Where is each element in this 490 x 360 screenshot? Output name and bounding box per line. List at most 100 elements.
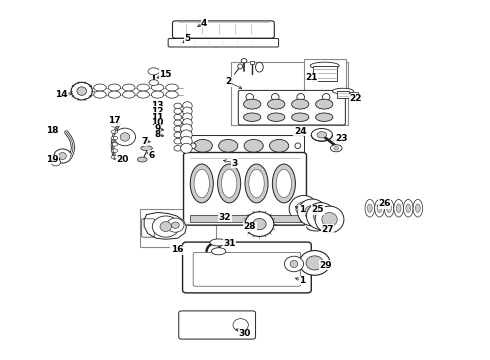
Ellipse shape — [298, 199, 327, 226]
Ellipse shape — [166, 91, 178, 98]
Ellipse shape — [111, 123, 118, 127]
Text: 14: 14 — [55, 90, 68, 99]
Ellipse shape — [79, 91, 92, 98]
Text: 2: 2 — [225, 77, 231, 86]
Ellipse shape — [315, 206, 344, 233]
Text: 4: 4 — [201, 18, 207, 27]
Ellipse shape — [79, 84, 92, 91]
Ellipse shape — [183, 102, 192, 110]
Ellipse shape — [306, 256, 323, 270]
Text: 8: 8 — [154, 130, 161, 139]
Text: 27: 27 — [321, 225, 334, 234]
Ellipse shape — [77, 87, 87, 95]
Text: 13: 13 — [151, 102, 164, 111]
Ellipse shape — [375, 199, 384, 217]
Bar — [304, 59, 346, 91]
Ellipse shape — [190, 143, 196, 149]
Ellipse shape — [396, 204, 401, 212]
Ellipse shape — [306, 203, 335, 229]
Ellipse shape — [246, 94, 254, 101]
Ellipse shape — [137, 84, 149, 91]
Ellipse shape — [151, 84, 164, 91]
Ellipse shape — [270, 139, 289, 152]
Ellipse shape — [181, 124, 192, 134]
Ellipse shape — [238, 64, 243, 69]
Ellipse shape — [272, 164, 295, 203]
Bar — [140, 209, 216, 247]
Ellipse shape — [334, 147, 339, 150]
Ellipse shape — [299, 251, 330, 275]
Ellipse shape — [377, 204, 382, 212]
Bar — [190, 215, 300, 222]
Ellipse shape — [310, 62, 339, 69]
Ellipse shape — [365, 199, 375, 217]
Ellipse shape — [152, 216, 179, 237]
Ellipse shape — [305, 206, 320, 220]
Text: 5: 5 — [184, 34, 191, 43]
Text: 17: 17 — [108, 116, 121, 125]
Ellipse shape — [194, 169, 209, 198]
Ellipse shape — [54, 149, 71, 163]
Ellipse shape — [387, 204, 392, 212]
Text: 12: 12 — [151, 107, 164, 116]
Ellipse shape — [141, 146, 152, 151]
Ellipse shape — [111, 155, 118, 159]
Ellipse shape — [181, 130, 192, 140]
FancyBboxPatch shape — [142, 219, 154, 237]
Bar — [337, 91, 349, 98]
Bar — [231, 62, 348, 125]
Ellipse shape — [137, 91, 149, 98]
Ellipse shape — [290, 260, 298, 267]
Ellipse shape — [183, 107, 192, 116]
Ellipse shape — [148, 68, 160, 75]
Ellipse shape — [297, 94, 305, 101]
Ellipse shape — [183, 118, 192, 127]
Ellipse shape — [174, 103, 182, 109]
Text: 1: 1 — [299, 276, 306, 285]
Ellipse shape — [249, 169, 264, 198]
Ellipse shape — [416, 204, 420, 212]
Ellipse shape — [403, 199, 413, 217]
Bar — [350, 92, 358, 96]
Ellipse shape — [111, 149, 118, 153]
FancyBboxPatch shape — [183, 242, 311, 293]
Ellipse shape — [295, 143, 301, 149]
Ellipse shape — [114, 128, 136, 146]
Ellipse shape — [368, 204, 372, 212]
Text: 15: 15 — [160, 70, 172, 79]
Ellipse shape — [120, 133, 130, 141]
Text: 7: 7 — [141, 137, 147, 146]
Text: 31: 31 — [223, 239, 236, 248]
Bar — [250, 62, 254, 64]
Text: 21: 21 — [305, 73, 318, 82]
FancyBboxPatch shape — [168, 39, 279, 47]
Ellipse shape — [241, 59, 247, 63]
Text: 9: 9 — [154, 124, 161, 133]
Ellipse shape — [181, 136, 192, 146]
Text: 3: 3 — [231, 158, 238, 167]
Ellipse shape — [384, 199, 394, 217]
Text: 28: 28 — [244, 222, 256, 231]
Ellipse shape — [322, 212, 337, 226]
Ellipse shape — [151, 91, 164, 98]
Text: 30: 30 — [239, 329, 251, 338]
Ellipse shape — [172, 222, 179, 228]
Ellipse shape — [292, 113, 309, 121]
Ellipse shape — [394, 199, 403, 217]
Text: 1: 1 — [298, 206, 305, 215]
Ellipse shape — [276, 169, 292, 198]
Ellipse shape — [244, 99, 261, 109]
Text: 18: 18 — [46, 126, 58, 135]
Ellipse shape — [166, 84, 178, 91]
Ellipse shape — [210, 239, 227, 246]
Ellipse shape — [174, 145, 182, 151]
Text: 20: 20 — [116, 155, 129, 164]
Ellipse shape — [244, 139, 263, 152]
Text: 22: 22 — [349, 94, 362, 103]
Ellipse shape — [268, 99, 285, 109]
Ellipse shape — [174, 126, 182, 132]
Text: 10: 10 — [151, 118, 164, 127]
Ellipse shape — [190, 164, 213, 203]
Ellipse shape — [174, 120, 182, 126]
Ellipse shape — [211, 248, 226, 255]
